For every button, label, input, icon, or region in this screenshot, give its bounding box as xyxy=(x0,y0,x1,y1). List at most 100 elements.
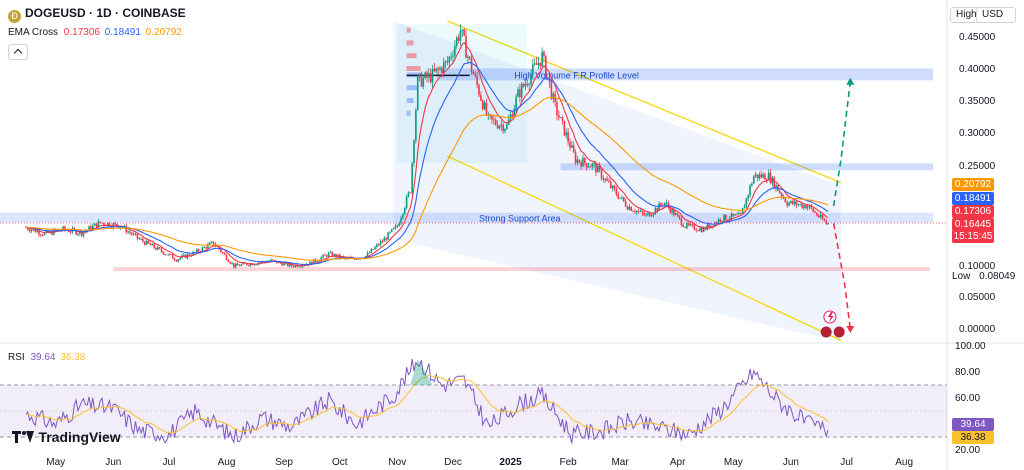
candle-down xyxy=(613,185,616,190)
candle-down xyxy=(649,212,651,217)
candle-down xyxy=(437,68,439,70)
rsi-axis-label: 100.00 xyxy=(955,341,986,352)
candle-down xyxy=(574,152,577,164)
candle-down xyxy=(153,243,155,248)
rsi-axis-label: 80.00 xyxy=(955,367,980,378)
candle-down xyxy=(773,177,775,189)
low-label-text: Low xyxy=(952,271,971,282)
candle-up xyxy=(587,166,590,168)
candle-up xyxy=(467,56,469,58)
candle-up xyxy=(398,223,400,227)
ema-legend[interactable]: EMA Cross 0.17306 0.18491 0.20792 xyxy=(8,27,182,38)
collapse-legend-button[interactable] xyxy=(8,44,28,60)
candle-up xyxy=(647,212,649,215)
candle-down xyxy=(54,229,57,231)
candle-up xyxy=(390,229,393,232)
candle-down xyxy=(446,61,449,63)
candle-up xyxy=(407,192,410,197)
candle-down xyxy=(212,241,215,245)
candle-up xyxy=(195,249,198,253)
candle-down xyxy=(697,230,699,232)
candle-down xyxy=(804,205,807,209)
candle-up xyxy=(82,232,85,236)
candle-down xyxy=(691,224,694,226)
candle-up xyxy=(537,62,540,65)
candle-up xyxy=(517,89,519,97)
candle-down xyxy=(522,84,525,87)
candle-down xyxy=(138,238,141,240)
candle-up xyxy=(767,172,770,181)
high-button[interactable]: High xyxy=(950,7,983,23)
candle-down xyxy=(381,241,384,243)
rsi-overbought-fill xyxy=(410,359,433,385)
candle-down xyxy=(247,265,250,266)
low-label-value: 0.08049 xyxy=(979,271,1016,282)
candle-up xyxy=(277,261,280,264)
candle-up xyxy=(374,246,376,250)
candle-down xyxy=(695,229,698,231)
candle-up xyxy=(177,259,180,262)
candle-up xyxy=(309,261,311,266)
candle-up xyxy=(591,163,594,167)
candle-down xyxy=(641,210,644,213)
candle-up xyxy=(559,117,562,118)
candle-up xyxy=(565,132,568,136)
candle-down xyxy=(637,210,640,212)
volume-profile-bar xyxy=(406,110,411,116)
candle-down xyxy=(569,141,571,148)
candle-up xyxy=(394,225,397,228)
candle-up xyxy=(327,252,330,257)
candle-down xyxy=(680,217,683,225)
candle-up xyxy=(208,242,211,245)
candle-up xyxy=(249,263,252,266)
candle-up xyxy=(422,78,425,87)
candle-up xyxy=(654,208,657,214)
candle-up xyxy=(56,229,59,231)
candle-down xyxy=(69,231,72,233)
candle-up xyxy=(411,162,413,193)
candle-up xyxy=(571,145,573,148)
candle-down xyxy=(545,56,547,78)
candle-up xyxy=(636,210,638,213)
candle-up xyxy=(340,256,343,259)
tradingview-logo[interactable]: TradingView xyxy=(12,428,121,446)
candle-down xyxy=(236,263,239,266)
currency-button[interactable]: USD xyxy=(976,7,1016,23)
tv-logo-text: TradingView xyxy=(38,428,121,445)
candle-down xyxy=(684,226,686,228)
rsi-legend[interactable]: RSI 39.64 36.38 xyxy=(8,352,85,363)
candle-down xyxy=(372,248,374,250)
candle-down xyxy=(164,254,167,256)
candle-down xyxy=(810,205,813,209)
candle-down xyxy=(617,194,620,199)
time-axis-label: May xyxy=(724,457,743,468)
time-axis-label: Jun xyxy=(783,457,799,468)
candle-up xyxy=(333,254,335,257)
candle-up xyxy=(270,259,272,261)
candle-up xyxy=(403,207,406,214)
price-axis-label: 0.25000 xyxy=(959,161,996,172)
candle-down xyxy=(630,206,633,211)
candle-down xyxy=(610,182,612,189)
symbol-line[interactable]: Ð DOGEUSD · 1D · COINBASE xyxy=(8,6,186,23)
candle-down xyxy=(491,115,493,120)
candle-up xyxy=(509,114,512,120)
candle-down xyxy=(197,249,200,252)
candle-up xyxy=(183,254,185,256)
ema-mid-value: 0.18491 xyxy=(104,27,141,38)
candle-up xyxy=(234,263,237,268)
candle-down xyxy=(712,225,714,227)
candle-down xyxy=(220,249,222,253)
candle-down xyxy=(75,229,77,235)
time-axis-label: Jun xyxy=(105,457,121,468)
candle-up xyxy=(253,264,256,266)
candle-up xyxy=(389,231,391,233)
strong-support-label: Strong Support Area xyxy=(479,214,561,224)
candle-down xyxy=(623,197,625,202)
candle-down xyxy=(795,201,798,206)
time-axis-label: Nov xyxy=(388,457,406,468)
candle-down xyxy=(468,56,471,59)
candle-up xyxy=(413,140,415,163)
candle-down xyxy=(28,229,31,232)
